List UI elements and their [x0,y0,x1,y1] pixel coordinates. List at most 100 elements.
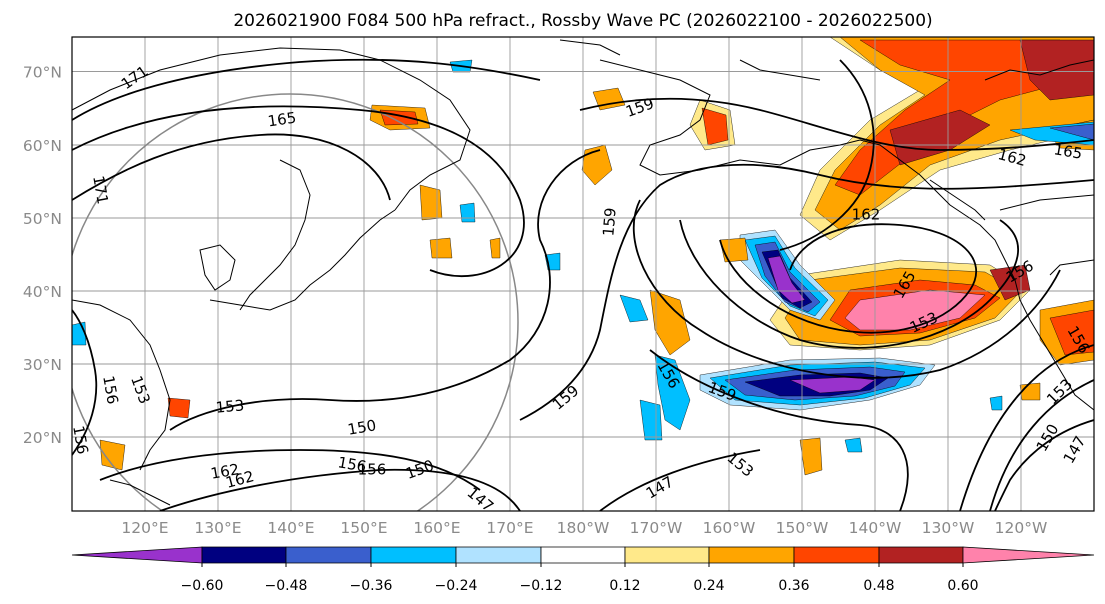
height-contour-6 [632,199,1061,379]
graticule [72,37,1094,511]
lon-tick-label: 180°W [557,519,610,537]
colorbar-tick-label: 0.12 [609,578,640,594]
shading-region-29 [419,184,443,221]
lon-tick-label: 150°E [340,519,387,537]
lon-tick-label: 140°E [267,519,314,537]
figure-title: 2026021900 F084 500 hPa refract., Rossby… [233,11,932,31]
shading-region-24 [701,107,729,146]
shading-region-39 [799,437,823,476]
contour-label: 153 [215,396,245,416]
lat-tick-label: 60°N [23,137,62,155]
height-contour-9 [649,349,909,511]
contour-label: 150 [346,416,377,439]
contour-label: 156 [358,461,387,479]
height-contour-16 [959,344,1094,511]
contour-label: 162 [852,206,881,224]
height-contour-3 [169,149,601,431]
height-contour-17 [779,59,875,251]
height-contour-5 [579,97,1094,151]
contour-label: 156 [69,424,92,455]
shading-region-45 [639,399,663,441]
colorbar-swatch-10 [962,546,1095,564]
shading-region-47 [844,437,863,453]
colorbar-swatch-5 [540,546,626,564]
lon-tick-label: 160°W [703,519,756,537]
lon-tick-label: 170°W [630,519,683,537]
colorbar-tick-label: −0.48 [265,578,308,594]
shading-region-25 [581,144,613,186]
height-contour-15 [989,379,1094,511]
shading-region-40 [719,237,749,263]
coastline-7 [559,39,621,56]
colorbar-swatch-7 [708,546,795,564]
lon-tick-label: 140°W [849,519,902,537]
height-contour-10 [599,449,761,511]
contour-label: 159 [599,207,619,237]
lat-tick-label: 20°N [23,429,62,447]
coastline-4 [72,299,171,471]
coastline-2 [239,159,311,311]
lat-tick-label: 70°N [23,64,62,82]
coastline-5 [109,479,171,506]
colorbar-tick-label: 0.24 [693,578,724,594]
shading-region-43 [459,202,476,223]
colorbar-swatch-2 [285,546,372,564]
shading-region-22 [649,289,691,356]
colorbar-tick-label: −0.12 [520,578,563,594]
coastline-12 [1049,259,1094,276]
lat-tick-label: 30°N [23,356,62,374]
height-contour-0 [72,58,541,121]
latitude-tick-labels: 70°N 60°N 50°N 40°N 30°N 20°N [23,64,62,448]
coastline-6 [599,59,1094,411]
colorbar-tick-label: −0.36 [350,578,393,594]
shading-region-48 [1019,382,1041,401]
shading-region-37 [99,439,126,471]
colorbar-tick-label: 0.60 [947,578,978,594]
contour-label: 165 [266,109,297,131]
colorbar-tick-label: 0.36 [778,578,809,594]
shading-region-32 [1049,123,1094,141]
height-contour-11 [99,449,481,491]
height-contour-12 [159,468,521,511]
height-contour-7 [679,219,1019,349]
contour-label: 171 [89,174,112,205]
shading-region-38 [167,397,191,419]
lon-tick-label: 130°E [194,519,241,537]
coastline-11 [999,194,1094,211]
colorbar-swatch-0 [71,546,203,564]
lon-tick-label: 120°E [121,519,168,537]
map-frame [71,36,1095,512]
colorbar-swatch-9 [878,546,964,564]
coastline-1 [209,209,396,311]
shading-region-41 [429,237,453,259]
height-contours [72,58,1094,511]
longitude-tick-labels: 120°E 130°E 140°E 150°E 160°E 170°E 180°W 170°W… [121,519,1047,537]
shading-region-44 [989,395,1003,411]
coastline-3 [199,244,236,291]
shading-region-21 [789,376,876,394]
reference-circle [72,93,519,511]
colorbar-tick-label: −0.60 [181,578,224,594]
colorbar-swatch-8 [793,546,880,564]
coastline-10 [984,59,1094,81]
coastline-9 [739,59,821,81]
lon-tick-label: 130°W [922,519,975,537]
contour-label: 156 [99,374,122,405]
shading-region-42 [489,237,501,259]
contour-label: 156 [336,453,367,476]
colorbar-tick-label: −0.24 [435,578,478,594]
refractivity-shading [72,37,1094,476]
lon-tick-label: 120°W [995,519,1048,537]
lat-tick-label: 40°N [23,283,62,301]
colorbar-swatch-3 [370,546,457,564]
coastline-8 [929,179,986,221]
shading-region-34 [72,321,87,346]
colorbar-swatch-6 [624,546,710,564]
colorbar-swatch-1 [201,546,287,564]
coastlines [72,39,1094,506]
shading-region-35 [654,354,691,431]
colorbar: −0.60 −0.48 −0.36 −0.24 −0.12 0.12 0.24 0.36 0.4… [71,546,1095,594]
